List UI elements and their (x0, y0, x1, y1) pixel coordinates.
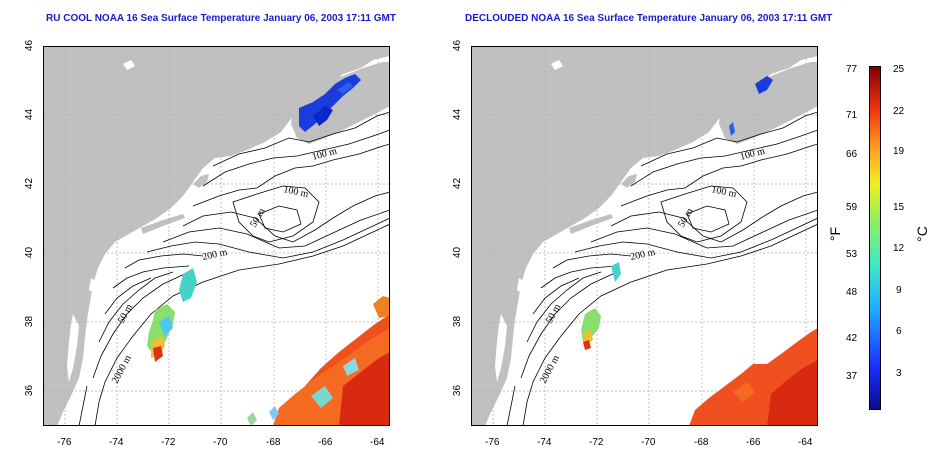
raw-sst-map: 100 m 100 m 50 m 200 m 50 m 2000 m (43, 46, 390, 426)
nova-scotia (291, 62, 390, 144)
long-island (569, 214, 613, 234)
cape-cod (193, 174, 209, 188)
contour-label: 200 m (629, 247, 656, 263)
bathymetry-contours (506, 111, 818, 426)
graticule (43, 46, 390, 426)
left-map-title: RU COOL NOAA 16 Sea Surface Temperature … (46, 13, 396, 24)
lon-tick: -76 (57, 437, 72, 448)
lon-tick: -64 (798, 437, 813, 448)
lat-tick: 42 (452, 177, 464, 190)
bathymetry-contours (78, 111, 390, 426)
delaware-bay (517, 278, 525, 294)
chesapeake-bay (67, 314, 79, 382)
map-frame (43, 46, 390, 426)
lon-tick: -66 (318, 437, 333, 448)
fahrenheit-tick: 71 (846, 110, 858, 121)
lat-tick: 36 (24, 384, 36, 397)
lon-tick: -64 (370, 437, 385, 448)
contour-label: 100 m (282, 184, 309, 200)
fahrenheit-unit-label: °F (827, 226, 844, 242)
lat-tick: 46 (452, 39, 464, 52)
cape-cod (621, 174, 637, 188)
fahrenheit-tick: 59 (846, 202, 858, 213)
map-frame (471, 46, 818, 426)
land-mass (43, 46, 390, 426)
celsius-unit-label: °C (913, 226, 930, 242)
colorbar-gradient (869, 66, 881, 410)
lon-tick: -70 (213, 437, 228, 448)
celsius-tick: 25 (893, 64, 905, 75)
lon-tick: -66 (746, 437, 761, 448)
contour-label: 100 m (710, 184, 737, 200)
lat-tick: 44 (24, 108, 36, 121)
fahrenheit-tick: 37 (846, 371, 858, 382)
celsius-tick: 3 (896, 368, 902, 379)
lon-tick: -68 (694, 437, 709, 448)
right-map-title: DECLOUDED NOAA 16 Sea Surface Temperatur… (465, 13, 833, 24)
lat-tick: 40 (452, 246, 464, 259)
lat-tick: 36 (452, 384, 464, 397)
sst-patches (581, 76, 818, 426)
celsius-tick: 22 (893, 106, 905, 117)
lon-tick: -72 (161, 437, 176, 448)
fahrenheit-tick: 42 (846, 333, 858, 344)
lon-tick: -70 (641, 437, 656, 448)
contour-label: 200 m (201, 247, 228, 263)
lon-tick: -72 (589, 437, 604, 448)
celsius-tick: 9 (896, 285, 902, 296)
fahrenheit-tick: 66 (846, 149, 858, 160)
lat-tick: 38 (24, 315, 36, 328)
fahrenheit-tick: 48 (846, 287, 858, 298)
lake (123, 60, 135, 70)
chesapeake-bay (495, 314, 507, 382)
lon-tick: -76 (485, 437, 500, 448)
celsius-tick: 12 (893, 243, 905, 254)
fahrenheit-tick: 53 (846, 249, 858, 260)
lake (551, 60, 563, 70)
lat-tick: 46 (24, 39, 36, 52)
lon-tick: -68 (266, 437, 281, 448)
declouded-sst-map: 100 m 100 m 50 m 200 m 50 m 2000 m (471, 46, 818, 426)
lon-tick: -74 (537, 437, 552, 448)
declouded-sst-map-canvas: 100 m 100 m 50 m 200 m 50 m 2000 m (471, 46, 818, 426)
fahrenheit-tick: 77 (846, 64, 858, 75)
raw-sst-map-canvas: 100 m 100 m 50 m 200 m 50 m 2000 m (43, 46, 390, 426)
lon-tick: -74 (109, 437, 124, 448)
nova-scotia (719, 62, 818, 144)
celsius-tick: 19 (893, 146, 905, 157)
land-mass (471, 46, 818, 426)
long-island (141, 214, 185, 234)
lat-tick: 40 (24, 246, 36, 259)
lat-tick: 38 (452, 315, 464, 328)
lat-tick: 42 (24, 177, 36, 190)
sst-patches (147, 74, 390, 426)
celsius-tick: 6 (896, 326, 902, 337)
delaware-bay (89, 278, 97, 294)
temperature-colorbar (869, 66, 881, 410)
lat-tick: 44 (452, 108, 464, 121)
celsius-tick: 15 (893, 202, 905, 213)
